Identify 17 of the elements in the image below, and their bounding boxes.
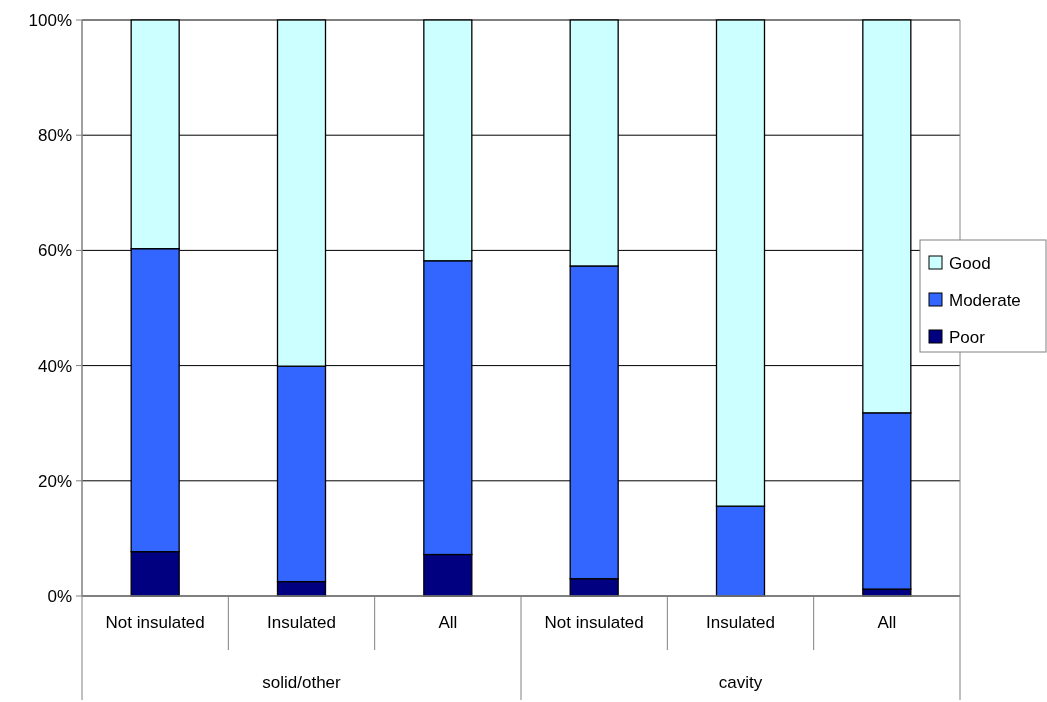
y-tick-label: 0% — [47, 586, 72, 606]
legend-label: Good — [949, 253, 991, 273]
text: cavity — [718, 672, 763, 692]
x-tick-label: All — [877, 612, 897, 632]
legend-label: Poor — [949, 327, 986, 347]
y-tick-label: 20% — [37, 471, 72, 491]
legend-label: Moderate — [949, 290, 1021, 310]
y-tick-label: 100% — [28, 10, 72, 30]
y-tick-label: 40% — [37, 356, 72, 376]
y-tick-label: 80% — [37, 126, 72, 146]
x-tick-label: Insulated — [267, 612, 336, 632]
x-tick-label: Insulated — [706, 612, 775, 632]
x-tick-label: All — [438, 612, 458, 632]
x-tick-label: Not insulated — [544, 612, 644, 632]
text: solid/other — [262, 672, 342, 692]
y-tick-label: 60% — [37, 241, 72, 261]
x-tick-label: Not insulated — [105, 612, 205, 632]
